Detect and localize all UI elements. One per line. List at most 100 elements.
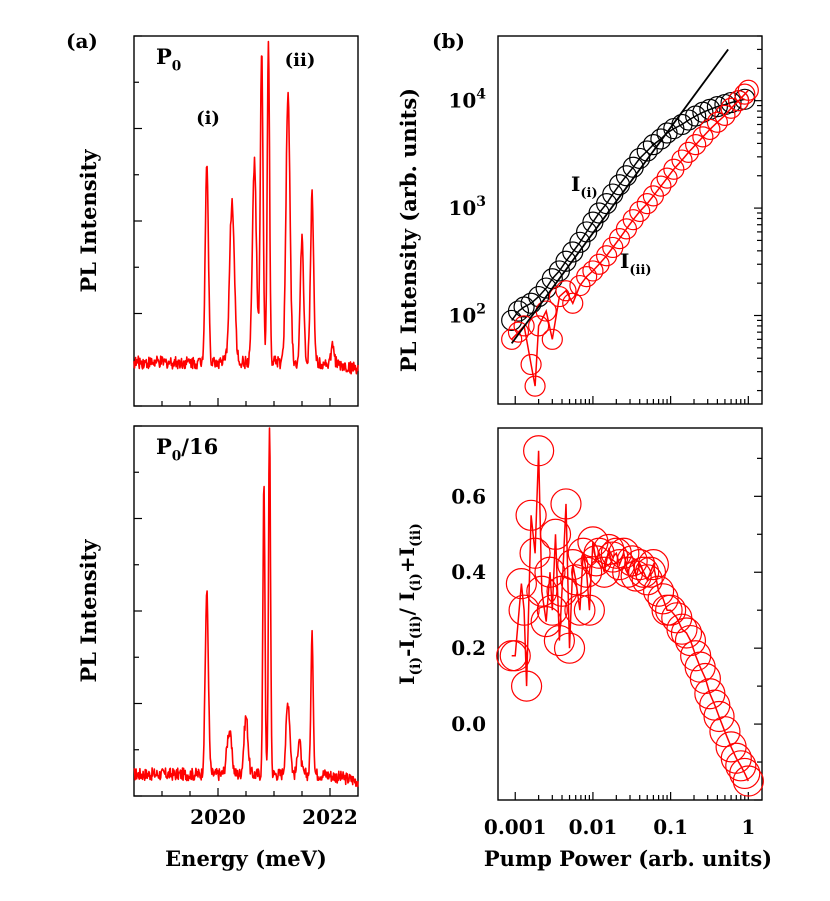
- data-point: [528, 315, 550, 337]
- data-point: [670, 617, 703, 649]
- series-label-ii: I(ii): [620, 249, 652, 278]
- data-point: [631, 564, 663, 596]
- series-line-0: [511, 98, 745, 321]
- data-point: [725, 750, 757, 782]
- data-point: [650, 128, 672, 150]
- data-point: [624, 549, 656, 581]
- data-point: [588, 556, 620, 588]
- data-point: [576, 266, 598, 288]
- data-point: [523, 435, 555, 467]
- spectrum-p0-panel: PL Intensity P0 (i) (ii): [76, 35, 359, 407]
- data-point: [692, 126, 714, 148]
- data-point: [539, 518, 572, 550]
- data-point: [737, 79, 759, 101]
- data-point: [548, 285, 570, 308]
- data-point: [508, 594, 540, 626]
- data-point: [706, 111, 729, 133]
- data-point: [734, 83, 756, 105]
- y-axis-label: PL Intensity: [76, 149, 101, 293]
- plot-frame: [133, 425, 359, 797]
- data-point: [729, 757, 761, 790]
- power-label: P0: [156, 44, 181, 74]
- data-point: [642, 575, 675, 607]
- data-point: [501, 328, 523, 350]
- data-point: [622, 209, 644, 231]
- peak-ii-annotation: (ii): [285, 50, 316, 71]
- data-point: [671, 149, 693, 171]
- x-tick-label: 2022: [302, 805, 358, 829]
- data-point: [510, 670, 543, 702]
- data-point: [677, 141, 700, 163]
- data-point: [699, 118, 721, 141]
- data-point: [593, 533, 625, 566]
- data-point: [526, 575, 558, 607]
- data-point: [569, 231, 591, 253]
- data-point: [557, 549, 589, 581]
- ratio-line: [511, 450, 749, 782]
- data-point: [507, 300, 530, 322]
- panel-b-label: (b): [432, 29, 465, 53]
- data-point: [685, 133, 707, 156]
- data-point: [650, 175, 672, 197]
- data-point: [546, 575, 578, 607]
- data-point: [513, 296, 535, 318]
- data-point: [550, 488, 582, 520]
- data-point: [524, 375, 546, 397]
- y-axis-label: PL Intensity (arb. units): [396, 88, 421, 372]
- data-point: [615, 165, 638, 187]
- data-point: [637, 549, 669, 581]
- data-point: [534, 556, 566, 588]
- data-point: [555, 280, 577, 302]
- data-point: [663, 158, 685, 180]
- data-point: [515, 499, 547, 531]
- power-label: P0/16: [156, 434, 218, 464]
- data-point: [703, 700, 735, 733]
- y-tick-label: 104: [448, 87, 486, 113]
- data-point: [647, 583, 679, 615]
- data-point: [655, 594, 687, 626]
- data-point: [634, 556, 667, 588]
- data-point: [720, 97, 742, 119]
- data-point: [571, 556, 603, 588]
- data-point: [501, 309, 523, 332]
- data-point: [620, 560, 652, 592]
- data-point: [564, 594, 596, 626]
- data-point: [520, 353, 542, 376]
- y-tick-label: 0.4: [451, 560, 486, 584]
- data-point: [588, 253, 610, 275]
- spectrum-trace: [133, 427, 359, 788]
- data-point: [629, 200, 651, 223]
- data-point: [706, 96, 729, 118]
- data-point: [543, 624, 575, 657]
- data-point: [666, 613, 698, 645]
- data-point: [582, 260, 604, 282]
- data-point: [636, 140, 658, 162]
- y-tick-label: 0.6: [451, 484, 486, 508]
- data-point: [541, 328, 563, 350]
- data-point: [505, 568, 537, 600]
- intensity-vs-power-panel: 102 103 104 PL Intensity (arb. units) I(i) I(…: [396, 35, 763, 405]
- data-point: [720, 742, 752, 774]
- plot-frame: [133, 35, 359, 407]
- data-point: [709, 716, 741, 748]
- data-point: [573, 594, 605, 626]
- data-point: [553, 632, 586, 664]
- data-point: [499, 640, 531, 672]
- spectrum-trace: [133, 40, 359, 375]
- data-point: [603, 549, 636, 581]
- y-tick-label: 102: [448, 301, 486, 327]
- data-point: [513, 315, 535, 337]
- data-point: [536, 594, 568, 626]
- x-axis-label: Energy (meV): [165, 846, 327, 871]
- data-point: [636, 193, 658, 215]
- y-tick-label: 0.2: [451, 636, 486, 660]
- spectrum-p0-16-panel: PL Intensity P0/16 2020 2022 Energy (meV): [76, 425, 359, 871]
- ratio-vs-power-panel: 0.0 0.2 0.4 0.6 0.001 0.01 0.1 1 Pump Power (arb…: [395, 427, 772, 871]
- data-point: [496, 640, 528, 672]
- x-tick-label: 0.01: [569, 815, 618, 839]
- x-tick-label: 1: [741, 815, 755, 839]
- series-label-i: I(i): [571, 172, 598, 201]
- power-law-fit-line: [510, 48, 729, 344]
- data-point: [720, 91, 742, 114]
